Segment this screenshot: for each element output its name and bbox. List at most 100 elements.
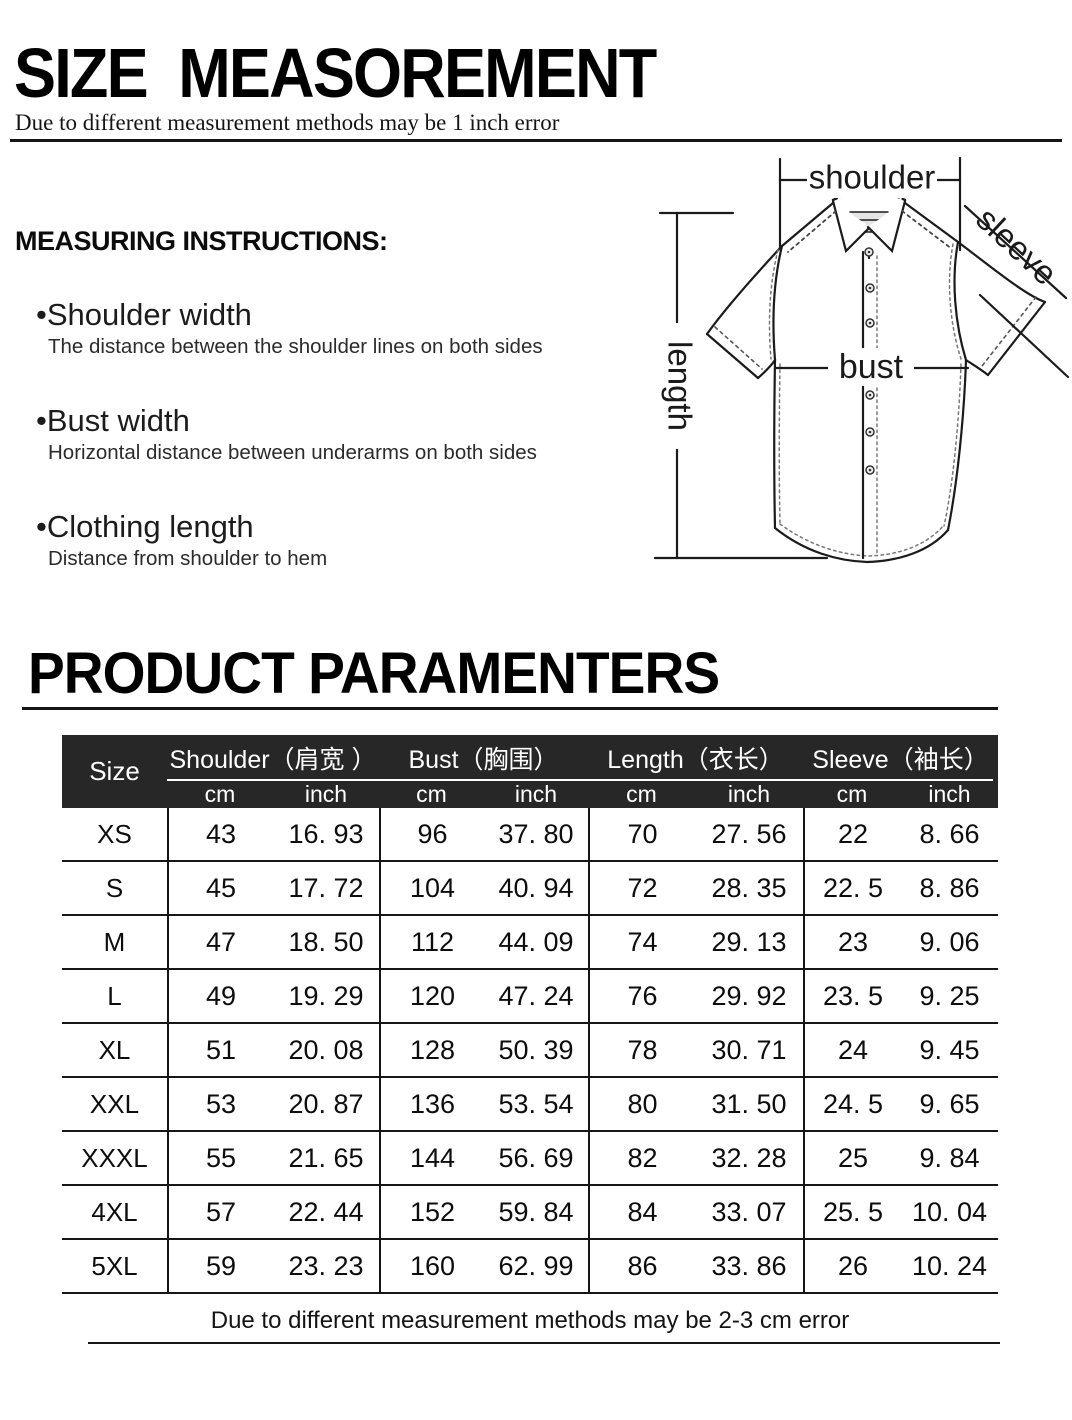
value-cell: 23. 23	[288, 1250, 364, 1281]
bust-label: bust	[839, 348, 904, 386]
size-cell: 5XL	[91, 1250, 138, 1281]
value-cell: 32. 28	[711, 1142, 787, 1173]
value-cell: 59. 84	[498, 1196, 574, 1227]
length-label-backplate	[658, 323, 696, 449]
table-row: L 49 19. 29 120 47. 24 76 29. 92 23. 5 9. 25	[62, 970, 998, 1024]
value-cell: 8. 66	[919, 818, 980, 849]
value-cell: 128	[379, 1024, 484, 1076]
shoulder-label: shoulder	[809, 159, 936, 196]
value-cell: 10. 24	[911, 1250, 988, 1281]
value-cell: 29. 13	[711, 926, 787, 957]
value-cell: 9. 65	[919, 1088, 980, 1119]
unit-headers: cm inch cm inch cm inch cm inch	[167, 781, 998, 808]
value-cell: 80	[588, 1078, 695, 1130]
table-row: S 45 17. 72 104 40. 94 72 28. 35 22. 5 8. 86	[62, 862, 998, 916]
value-cell: 33. 07	[711, 1196, 787, 1227]
value-cell: 22. 5	[803, 862, 901, 914]
value-cell: 96	[379, 808, 484, 860]
bottom-divider	[88, 1342, 1000, 1344]
column-header-sleeve: Sleeve（袖长）	[812, 746, 989, 774]
value-cell: 24. 5	[803, 1078, 901, 1130]
value-cell: 22	[803, 808, 901, 860]
value-cell: 86	[588, 1240, 695, 1292]
value-cell: 25	[803, 1132, 901, 1184]
instruction-item: •Clothing length Distance from shoulder t…	[36, 508, 596, 572]
instructions-list: •Shoulder width The distance between the …	[36, 296, 596, 614]
value-cell: 23	[803, 916, 901, 968]
value-cell: 160	[379, 1240, 484, 1292]
value-cell: 49	[167, 970, 273, 1022]
bust-label-backplate	[828, 348, 914, 386]
value-cell: 104	[379, 862, 484, 914]
value-cell: 21. 65	[288, 1142, 364, 1173]
length-label: length	[661, 341, 698, 431]
size-table-header: Size Shoulder（肩宽 ） Bust（胸围） Length（衣长） S…	[62, 735, 998, 808]
value-cell: 28. 35	[711, 872, 787, 903]
value-cell: 29. 92	[711, 980, 787, 1011]
shirt-buttons	[864, 247, 875, 475]
value-cell: 74	[588, 916, 695, 968]
value-cell: 25. 5	[803, 1186, 901, 1238]
value-cell: 22. 44	[288, 1196, 364, 1227]
instruction-term: •Shoulder width	[36, 297, 252, 332]
instruction-item: •Bust width Horizontal distance between u…	[36, 402, 596, 466]
table-row: XS 43 16. 93 96 37. 80 70 27. 56 22 8. 66	[62, 808, 998, 862]
value-cell: 59	[167, 1240, 273, 1292]
unit-header-sleeve-inch: inch	[928, 781, 971, 807]
instruction-term: •Bust width	[36, 403, 190, 438]
value-cell: 56. 69	[498, 1142, 574, 1173]
shirt-outline	[705, 190, 1047, 564]
size-table-body: XS 43 16. 93 96 37. 80 70 27. 56 22 8. 66 S 45 17. …	[62, 808, 998, 1294]
column-group-headers: Shoulder（肩宽 ） Bust（胸围） Length（衣长） Sleeve…	[167, 737, 998, 779]
value-cell: 62. 99	[498, 1250, 574, 1281]
table-footnote: Due to different measurement methods may…	[210, 1307, 850, 1334]
size-table: Size Shoulder（肩宽 ） Bust（胸围） Length（衣长） S…	[62, 735, 998, 1294]
value-cell: 72	[588, 862, 695, 914]
value-cell: 9. 06	[919, 926, 980, 957]
value-cell: 82	[588, 1132, 695, 1184]
value-cell: 53	[167, 1078, 273, 1130]
value-cell: 50. 39	[498, 1034, 574, 1065]
value-cell: 112	[379, 916, 484, 968]
value-cell: 136	[379, 1078, 484, 1130]
value-cell: 40. 94	[498, 872, 574, 903]
product-title-divider	[22, 707, 998, 710]
page-subtitle: Due to different measurement methods may…	[15, 110, 560, 135]
unit-header-bust-cm: cm	[416, 781, 447, 807]
column-header-shoulder: Shoulder（肩宽 ）	[169, 746, 377, 774]
unit-header-bust-inch: inch	[514, 781, 558, 807]
value-cell: 19. 29	[288, 980, 364, 1011]
size-cell: XS	[97, 818, 132, 849]
size-cell: S	[105, 872, 124, 903]
value-cell: 20. 87	[288, 1088, 364, 1119]
value-cell: 24	[803, 1024, 901, 1076]
top-divider	[10, 139, 1062, 142]
value-cell: 70	[588, 808, 695, 860]
unit-header-shoulder-cm: cm	[204, 781, 236, 807]
value-cell: 57	[167, 1186, 273, 1238]
size-cell: M	[103, 926, 126, 957]
table-row: XXXL 55 21. 65 144 56. 69 82 32. 28 25 9. 84	[62, 1132, 998, 1186]
column-header-bust: Bust（胸围）	[408, 746, 559, 774]
value-cell: 30. 71	[711, 1034, 787, 1065]
value-cell: 17. 72	[288, 872, 364, 903]
value-cell: 33. 86	[711, 1250, 787, 1281]
instruction-term: •Clothing length	[36, 509, 254, 544]
table-row: XL 51 20. 08 128 50. 39 78 30. 71 24 9. 45	[62, 1024, 998, 1078]
instruction-description: Horizontal distance between underarms on…	[48, 441, 537, 464]
size-cell: 4XL	[91, 1196, 138, 1227]
shoulder-label-backplate	[807, 162, 937, 198]
value-cell: 37. 80	[498, 818, 574, 849]
shirt-measurement-diagram: shoulder length bust sleeve	[653, 156, 1070, 564]
value-cell: 20. 08	[288, 1034, 364, 1065]
unit-header-length-inch: inch	[727, 781, 771, 807]
value-cell: 8. 86	[919, 872, 980, 903]
value-cell: 120	[379, 970, 484, 1022]
value-cell: 10. 04	[911, 1196, 988, 1227]
size-cell: XXL	[89, 1088, 140, 1119]
instruction-item: •Shoulder width The distance between the …	[36, 296, 596, 360]
value-cell: 26	[803, 1240, 901, 1292]
value-cell: 9. 45	[919, 1034, 980, 1065]
value-cell: 18. 50	[288, 926, 364, 957]
